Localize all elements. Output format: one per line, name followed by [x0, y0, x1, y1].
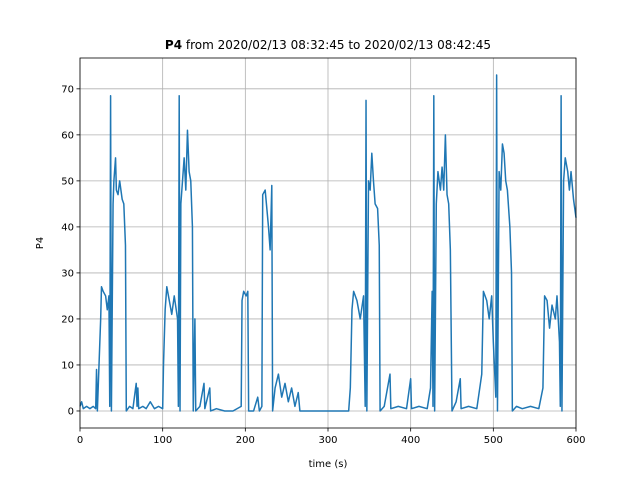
x-axis-label: time (s): [309, 459, 348, 470]
y-tick-label: 20: [61, 314, 74, 325]
plot-frame: [79, 57, 577, 429]
x-tick-label: 100: [153, 435, 172, 446]
y-tick-label: 40: [61, 222, 74, 233]
data-line: [79, 74, 577, 412]
x-tick-label: 200: [236, 435, 255, 446]
chart-title: P4 from 2020/02/13 08:32:45 to 2020/02/1…: [165, 38, 491, 52]
y-tick-label: 50: [61, 176, 74, 187]
x-tick-label: 400: [401, 435, 420, 446]
y-tick-label: 0: [68, 406, 74, 417]
x-tick-label: 300: [318, 435, 337, 446]
y-tick-label: 60: [61, 130, 74, 141]
y-tick-label: 30: [61, 268, 74, 279]
x-tick-label: 0: [77, 435, 83, 446]
title-variable: P4: [165, 38, 182, 52]
y-tick-label: 70: [61, 84, 74, 95]
y-tick-label: 10: [61, 360, 74, 371]
x-tick-label: 600: [566, 435, 585, 446]
title-range: from 2020/02/13 08:32:45 to 2020/02/13 0…: [186, 38, 491, 52]
y-axis-label: P4: [35, 237, 46, 249]
x-tick-label: 500: [484, 435, 503, 446]
